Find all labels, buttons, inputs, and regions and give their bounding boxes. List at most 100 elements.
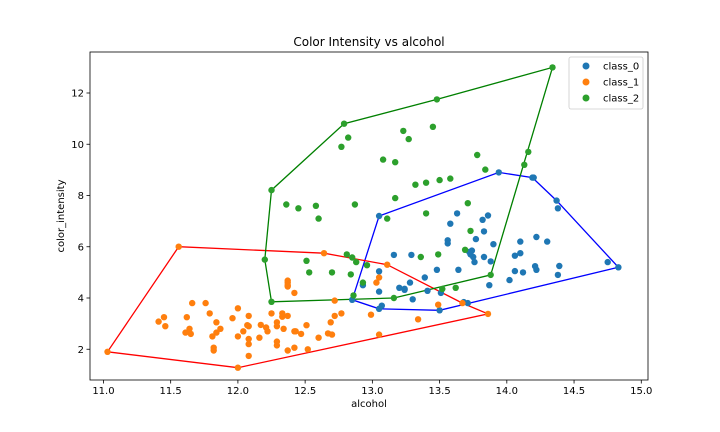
point-class_0-13 xyxy=(554,205,562,212)
x-tick-label: 13.0 xyxy=(361,386,383,397)
point-class_2-10 xyxy=(359,279,367,286)
point-class_2-38 xyxy=(447,175,454,182)
point-class_0-17 xyxy=(529,174,536,181)
point-class_0-25 xyxy=(421,274,428,281)
point-class_2-24 xyxy=(312,202,320,209)
chart-title: Color Intensity vs alcohol xyxy=(293,35,444,49)
point-class_2-40 xyxy=(261,256,268,263)
point-class_0-44 xyxy=(531,263,539,270)
point-class_1-35 xyxy=(183,314,190,321)
point-class_1-61 xyxy=(160,314,168,321)
point-class_1-0 xyxy=(284,347,291,354)
point-class_2-28 xyxy=(549,64,556,71)
y-tick-label: 4 xyxy=(78,294,84,305)
point-class_1-67 xyxy=(292,328,299,335)
point-class_0-35 xyxy=(406,279,414,286)
point-class_1-36 xyxy=(297,330,305,338)
point-class_1-16 xyxy=(189,299,196,307)
point-class_1-59 xyxy=(338,310,345,317)
legend-marker-class_0 xyxy=(582,62,590,70)
point-class_2-6 xyxy=(268,298,275,305)
point-class_2-18 xyxy=(412,181,419,188)
point-class_1-47 xyxy=(268,310,275,317)
point-class_2-0 xyxy=(350,292,357,299)
point-class_1-23 xyxy=(245,340,252,348)
point-class_0-7 xyxy=(615,264,622,271)
point-class_2-16 xyxy=(487,271,494,279)
point-class_1-9 xyxy=(414,316,422,323)
legend-marker-class_1 xyxy=(582,78,590,86)
x-tick-label: 11.0 xyxy=(92,386,114,397)
point-class_1-3 xyxy=(459,299,466,307)
point-class_1-60 xyxy=(234,364,242,371)
point-class_1-48 xyxy=(331,312,338,320)
point-class_0-32 xyxy=(471,258,478,266)
point-class_2-8 xyxy=(435,251,442,258)
point-class_1-28 xyxy=(187,330,194,338)
point-class_2-43 xyxy=(464,200,471,207)
point-class_1-45 xyxy=(303,322,310,329)
point-class_1-38 xyxy=(273,323,281,330)
plot-area xyxy=(90,52,648,380)
point-class_1-27 xyxy=(256,334,263,341)
point-class_0-2 xyxy=(553,197,560,204)
y-tick-label: 12 xyxy=(71,89,84,100)
point-class_1-5 xyxy=(257,321,264,329)
point-class_1-31 xyxy=(245,335,252,343)
x-tick-label: 14.0 xyxy=(496,386,518,397)
point-class_1-40 xyxy=(273,338,281,345)
point-class_0-46 xyxy=(490,241,497,248)
point-class_2-25 xyxy=(392,194,399,202)
point-class_2-19 xyxy=(379,156,387,163)
point-class_2-7 xyxy=(306,269,313,276)
point-class_2-23 xyxy=(400,127,407,135)
point-class_2-31 xyxy=(461,246,469,253)
x-tick-label: 15.0 xyxy=(630,386,652,397)
legend-label-class_2: class_2 xyxy=(603,94,639,105)
point-class_1-33 xyxy=(327,319,334,326)
point-class_2-36 xyxy=(429,123,437,130)
point-class_1-13 xyxy=(435,301,442,308)
point-class_0-10 xyxy=(519,269,527,276)
point-class_1-37 xyxy=(209,333,216,340)
point-class_1-2 xyxy=(320,250,328,257)
point-class_0-18 xyxy=(455,266,462,273)
point-class_0-51 xyxy=(479,216,486,223)
point-class_2-30 xyxy=(283,201,290,208)
point-class_0-23 xyxy=(436,307,443,314)
point-class_2-33 xyxy=(363,262,371,269)
x-tick-label: 14.5 xyxy=(563,386,585,397)
legend-label-class_1: class_1 xyxy=(603,78,639,89)
point-class_1-54 xyxy=(155,318,162,325)
y-tick-label: 6 xyxy=(78,242,84,253)
point-class_0-27 xyxy=(486,282,493,289)
point-class_0-56 xyxy=(408,251,415,259)
point-class_0-8 xyxy=(484,212,492,219)
point-class_2-32 xyxy=(349,254,356,261)
data-points xyxy=(104,64,622,371)
point-class_1-32 xyxy=(234,305,242,312)
point-class_0-48 xyxy=(495,169,502,176)
point-class_1-64 xyxy=(375,331,383,338)
point-class_1-70 xyxy=(240,328,247,335)
point-class_2-9 xyxy=(347,271,354,278)
point-class_2-5 xyxy=(315,215,322,222)
point-class_1-8 xyxy=(284,277,291,284)
point-class_1-50 xyxy=(182,329,189,336)
point-class_1-24 xyxy=(375,274,383,281)
point-class_2-35 xyxy=(467,227,474,235)
x-tick-label: 13.5 xyxy=(428,386,450,397)
point-class_0-14 xyxy=(453,210,461,217)
point-class_2-2 xyxy=(343,251,350,258)
point-class_2-3 xyxy=(328,269,336,276)
point-class_2-13 xyxy=(452,284,459,291)
point-class_1-53 xyxy=(202,299,209,307)
point-class_1-7 xyxy=(384,261,391,268)
point-class_2-12 xyxy=(439,285,446,293)
point-class_0-5 xyxy=(556,262,563,270)
point-class_1-14 xyxy=(367,311,375,318)
point-class_0-15 xyxy=(544,238,551,245)
point-class_1-22 xyxy=(331,297,338,304)
point-class_0-30 xyxy=(447,220,454,227)
